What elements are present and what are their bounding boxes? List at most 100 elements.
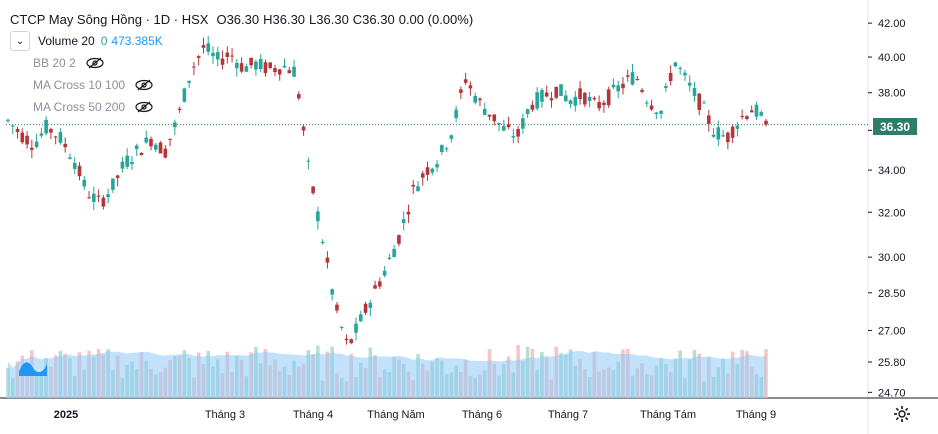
- candle-body: [602, 102, 606, 106]
- candle-body: [10, 125, 15, 127]
- candle-body: [401, 219, 406, 224]
- candle-body: [34, 141, 39, 148]
- candle-body: [544, 92, 549, 97]
- gear-icon[interactable]: [893, 405, 911, 423]
- candle-body: [387, 257, 392, 260]
- candle-body: [268, 62, 273, 68]
- candle-body: [706, 115, 711, 124]
- candle-body: [521, 118, 525, 129]
- candle-body: [754, 104, 759, 117]
- candle-body: [25, 135, 29, 145]
- hidden-eye-icon[interactable]: [86, 57, 104, 69]
- candle-body: [68, 157, 72, 159]
- candle-body: [730, 126, 735, 138]
- candle-body: [616, 85, 621, 92]
- candle-body: [392, 248, 396, 258]
- candle-body: [149, 138, 153, 147]
- candle-body: [158, 142, 163, 154]
- candle-body: [273, 68, 277, 72]
- candle-body: [330, 289, 334, 295]
- candle-body: [683, 72, 687, 76]
- candle-body: [420, 173, 425, 178]
- candle-body: [559, 84, 563, 96]
- candle-body: [721, 135, 725, 137]
- candle-body: [487, 114, 492, 117]
- y-tick-label: 24.70: [878, 387, 906, 399]
- candle-body: [316, 211, 320, 222]
- x-tick-label: Tháng Năm: [367, 409, 424, 421]
- candle-body: [378, 281, 382, 287]
- candle-body: [583, 92, 587, 105]
- x-tick-label: Tháng Tám: [640, 409, 696, 421]
- volume-indicator-label[interactable]: Volume 20: [38, 34, 95, 48]
- candle-body: [645, 102, 649, 104]
- candle-body: [206, 43, 211, 52]
- candle-body: [463, 79, 468, 83]
- candle-body: [311, 186, 315, 194]
- tradingview-logo-icon[interactable]: [17, 356, 49, 378]
- candle-body: [344, 338, 349, 341]
- candle-body: [239, 63, 244, 72]
- candle-body: [416, 186, 420, 192]
- candle-body: [335, 304, 339, 311]
- candle-body: [249, 57, 253, 66]
- candle-body: [716, 127, 721, 140]
- collapse-legend-button[interactable]: ⌄: [10, 31, 30, 51]
- hidden-eye-icon[interactable]: [135, 79, 153, 91]
- hidden-eye-icon[interactable]: [135, 101, 153, 113]
- y-tick-label: 40.00: [878, 52, 906, 64]
- candle-body: [511, 136, 516, 138]
- x-tick-label: Tháng 4: [293, 409, 333, 421]
- candle-body: [454, 109, 458, 118]
- candle-body: [673, 62, 678, 67]
- candle-body: [740, 115, 744, 117]
- candle-body: [425, 167, 430, 175]
- ma-cross-1-label[interactable]: MA Cross 10 100: [33, 78, 126, 92]
- candle-body: [111, 178, 115, 190]
- y-tick-label: 30.00: [878, 252, 906, 264]
- candle-body: [749, 110, 754, 113]
- candle-body: [282, 65, 287, 68]
- chart-legend: CTCP May Sông Hồng · 1D · HSX O36.30 H36…: [10, 8, 473, 118]
- candle-body: [530, 104, 535, 110]
- candle-body: [535, 92, 539, 109]
- candle-body: [411, 184, 416, 187]
- candle-body: [440, 145, 444, 152]
- candle-body: [563, 95, 568, 102]
- candle-body: [492, 114, 497, 122]
- candle-body: [58, 131, 63, 143]
- candle-body: [397, 235, 401, 244]
- candle-body: [687, 82, 692, 86]
- candle-body: [664, 86, 668, 88]
- y-tick-label: 25.80: [878, 357, 906, 369]
- candle-body: [320, 241, 325, 244]
- bb-indicator-label[interactable]: BB 20 2: [33, 56, 76, 70]
- candle-body: [187, 80, 191, 83]
- candle-body: [745, 116, 749, 120]
- candle-body: [292, 66, 296, 77]
- candle-body: [254, 61, 258, 70]
- candle-body: [101, 197, 106, 207]
- ma-cross-2-label[interactable]: MA Cross 50 200: [33, 100, 126, 114]
- candle-body: [368, 302, 373, 308]
- candle-body: [506, 124, 511, 128]
- candle-body: [134, 145, 139, 150]
- candle-body: [592, 98, 597, 100]
- candle-body: [82, 179, 87, 187]
- candle-body: [6, 119, 10, 121]
- candle-body: [621, 83, 625, 89]
- candle-body: [325, 257, 330, 263]
- y-tick-label: 38.00: [878, 88, 906, 100]
- candle-body: [306, 160, 311, 162]
- candle-body: [192, 66, 196, 68]
- x-tick-label: Tháng 7: [548, 409, 588, 421]
- candle-body: [606, 89, 611, 106]
- candle-body: [692, 87, 697, 96]
- candle-body: [354, 323, 358, 333]
- candle-body: [468, 85, 473, 89]
- symbol-title: CTCP May Sông Hồng · 1D · HSX: [10, 11, 209, 27]
- candle-body: [106, 194, 110, 198]
- candle-body: [72, 162, 77, 169]
- candle-body: [668, 72, 673, 82]
